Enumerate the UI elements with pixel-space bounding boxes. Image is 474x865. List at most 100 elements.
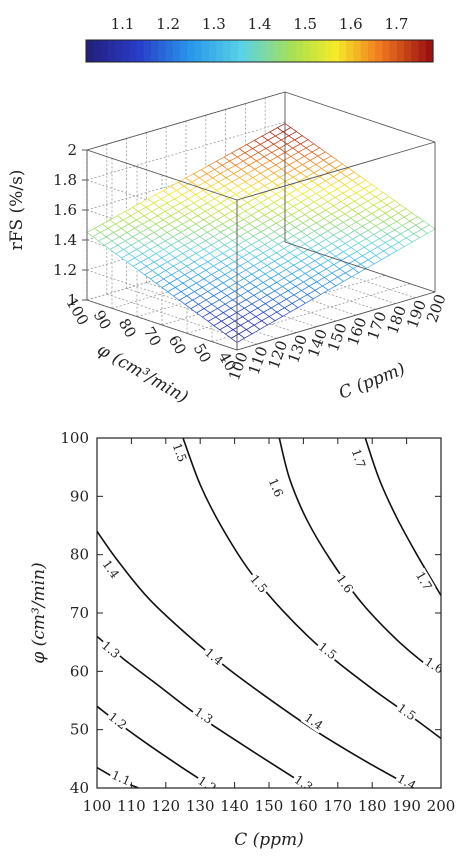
colorbar-segment: [107, 40, 116, 62]
colorbar-segment: [179, 40, 188, 62]
contour-line: [97, 530, 414, 788]
colorbar-segment: [411, 40, 420, 62]
contour-label-bg: [97, 637, 124, 663]
colorbar-segment: [302, 40, 311, 62]
colorbar-segment: [201, 40, 210, 62]
colorbar-segment: [151, 40, 159, 62]
y-tick-label: 90: [70, 487, 89, 505]
colorbar-segment: [346, 40, 355, 62]
x-axis-title: C (ppm): [234, 830, 304, 850]
contour-label-bg: [104, 708, 131, 734]
contour-label: 1.5: [170, 441, 190, 464]
colorbar-segment: [382, 40, 391, 62]
colorbar-tick-label: 1.2: [156, 15, 180, 33]
contour-label: 1.3: [192, 705, 216, 727]
colorbar-frame: [85, 39, 434, 63]
y-tick-label: 100: [60, 429, 89, 447]
y-tick-label: 90: [90, 307, 115, 333]
surface-cell: [420, 224, 436, 234]
contour-label-bg: [393, 700, 420, 725]
contour-label: 1.2: [195, 773, 219, 795]
z-axis-title: rFS (%/s): [7, 170, 27, 251]
colorbar-segment: [389, 40, 398, 62]
x-tick-label: 100: [83, 797, 112, 815]
plot-frame: [96, 437, 442, 789]
colorbar-segment: [158, 40, 167, 62]
contour-line: [364, 438, 441, 596]
x-tick-label: 150: [255, 797, 284, 815]
y-tick-label: 40: [70, 779, 89, 797]
colorbar-segment: [425, 40, 434, 62]
z-tick-label: 1.8: [53, 171, 77, 189]
colorbar-tick-label: 1.1: [111, 15, 135, 33]
box-edge: [284, 241, 436, 293]
contour-label-bg: [246, 570, 272, 597]
contour-line: [182, 438, 441, 740]
colorbar-segment: [165, 40, 174, 62]
x-tick-label: 200: [427, 797, 456, 815]
colorbar-segment: [230, 40, 239, 62]
colorbar-segment: [129, 40, 138, 62]
colorbar-segment: [317, 40, 326, 62]
colorbar-segment: [367, 40, 376, 62]
colorbar-segment: [281, 40, 290, 62]
box-edge: [236, 141, 436, 201]
contour-label-bg: [169, 439, 190, 466]
y-tick-label: 70: [70, 604, 89, 622]
colorbar-segment: [187, 40, 196, 62]
colorbar-tick-label: 1.3: [202, 15, 226, 33]
z-tick-label: 2: [67, 141, 77, 159]
colorbar-segment: [375, 40, 383, 62]
colorbar-segment: [404, 40, 412, 62]
contour-label: 1.4: [302, 710, 326, 733]
y-tick-label: 80: [70, 546, 89, 564]
colorbar-segment: [136, 40, 145, 62]
contour-label-bg: [98, 556, 123, 583]
x-tick-label: 120: [151, 797, 180, 815]
colorbar-segment: [360, 40, 369, 62]
y-tick-label: 60: [70, 662, 89, 680]
z-tick-label: 1.4: [53, 231, 77, 249]
contour-label-bg: [194, 772, 221, 788]
x-tick-label: 200: [423, 292, 450, 325]
colorbar-segment: [339, 40, 347, 62]
x-tick-label: 130: [186, 797, 215, 815]
colorbar-segment: [237, 40, 246, 62]
y-tick-label: 50: [70, 721, 89, 739]
colorbar-segment: [223, 40, 232, 62]
contour-label-bg: [108, 767, 134, 788]
colorbar-segment: [324, 40, 333, 62]
colorbar-segment: [418, 40, 427, 62]
z-tick-label: 1: [67, 291, 77, 309]
contour-label-bg: [300, 709, 327, 734]
contour-label-bg: [412, 567, 436, 594]
y-axis-title: φ (cm³/min): [29, 562, 49, 663]
y-tick-label: 70: [140, 324, 165, 350]
contour-label-bg: [314, 638, 341, 664]
x-axis-title: C (ppm): [336, 359, 408, 404]
contour-label: 1.7: [349, 447, 368, 470]
contour-label: 1.6: [266, 476, 286, 499]
colorbar-segment: [273, 40, 282, 62]
surface-plot: 11.21.41.61.8240506070809010010011012013…: [7, 91, 450, 408]
box-edge: [86, 299, 238, 351]
colorbar-tick-label: 1.5: [293, 15, 317, 33]
colorbar-segment: [245, 40, 253, 62]
colorbar-segment: [252, 40, 261, 62]
colorbar: 1.1 1.2 1.3 1.4 1.5 1.6 1.7: [85, 15, 434, 63]
colorbar-tick-label: 1.4: [248, 15, 272, 33]
colorbar-tick-label: 1.7: [385, 15, 409, 33]
x-tick-label: 190: [392, 797, 421, 815]
contour-label-bg: [332, 570, 357, 597]
box-edge: [86, 91, 286, 151]
contour-label: 1.5: [395, 701, 419, 723]
colorbar-segment: [93, 40, 102, 62]
colorbar-segment: [122, 40, 130, 62]
x-tick-label: 160: [289, 797, 318, 815]
colorbar-segment: [288, 40, 297, 62]
x-tick-label: 140: [220, 797, 249, 815]
colorbar-segment: [266, 40, 275, 62]
contour-label-bg: [201, 644, 227, 670]
contour-line: [278, 438, 441, 675]
